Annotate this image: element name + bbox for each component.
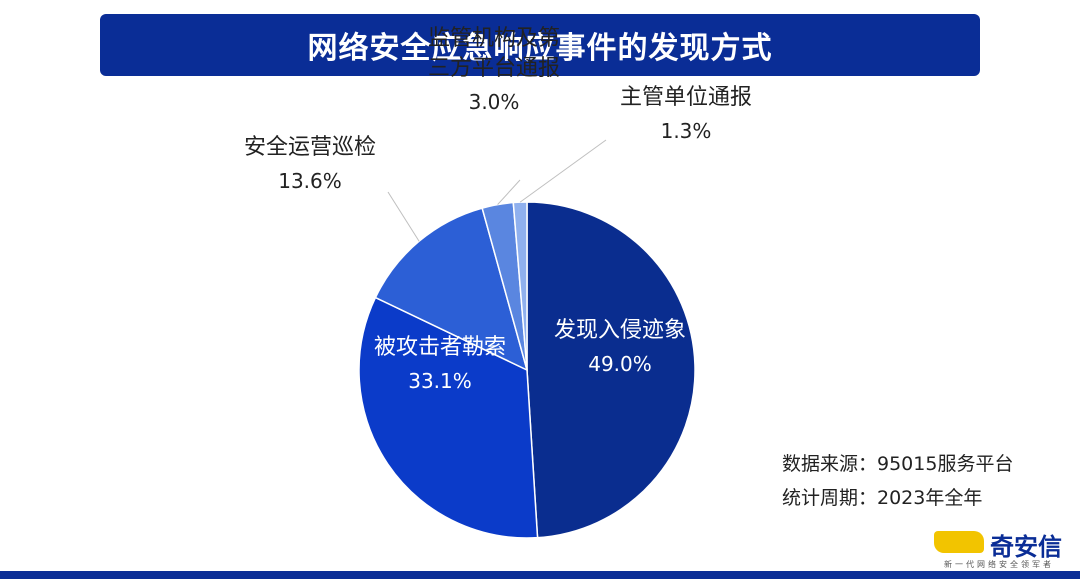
brand-logo: 奇安信 新一代网络安全领军者 [934,527,1064,571]
pie-slice [512,201,528,371]
brand-mascot-icon [934,531,984,553]
slice-value-label: 13.6% [278,169,342,193]
bottom-bar [0,571,1080,579]
slice-label: 被攻击者勒索 [374,335,506,360]
brand-tagline: 新一代网络安全领军者 [944,560,1054,569]
slice-value-label: 1.3% [661,119,712,143]
slice-label: 安全运营巡检 [244,135,376,160]
slice-label: 发现入侵迹象 [554,318,686,343]
leader-line [497,179,521,205]
slice-label: 三方平台通报 [428,56,560,81]
slice-value-label: 33.1% [408,369,472,393]
pie-slice [526,201,696,539]
stat-period-note: 统计周期：2023年全年 [782,487,983,509]
leader-line [519,139,607,203]
slice-label: 监管机构及第 [428,26,560,51]
brand-name: 奇安信 [990,533,1062,561]
slice-value-label: 3.0% [469,90,520,114]
data-source-note: 数据来源：95015服务平台 [782,453,1014,475]
chart-title: 网络安全应急响应事件的发现方式 [307,31,773,66]
slice-label: 主管单位通报 [620,85,752,110]
leader-line [387,191,420,242]
title-banner: 网络安全应急响应事件的发现方式 [100,14,980,76]
slice-value-label: 49.0% [588,352,652,376]
pie-slice [358,296,539,539]
